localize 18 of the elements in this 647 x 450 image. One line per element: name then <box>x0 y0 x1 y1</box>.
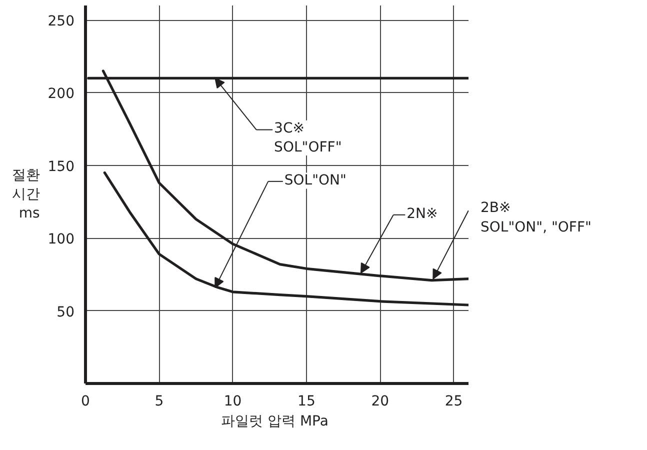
x-tick-label: 0 <box>81 394 90 410</box>
x-tick-label: 10 <box>224 394 242 410</box>
y-tick-label: 150 <box>48 158 75 175</box>
x-tick-label: 15 <box>298 394 316 410</box>
annotation: 3C※ SOL"OFF" <box>274 120 342 156</box>
line-series <box>103 171 468 306</box>
y-tick-label: 50 <box>56 304 75 320</box>
annotation: SOL"ON" <box>284 172 346 189</box>
x-axis-title: 파일럿 압력 MPa <box>221 414 328 430</box>
y-tick-label: 250 <box>48 14 75 30</box>
annotation: 2N※ <box>406 206 438 222</box>
x-tick-label: 5 <box>154 394 164 410</box>
y-tick-label: 200 <box>48 86 75 102</box>
y-axis-title: 절환 시간 ms <box>12 167 40 222</box>
x-tick-label: 25 <box>444 394 463 410</box>
annotation: 2B※ SOL"ON", "OFF" <box>480 200 592 236</box>
x-tick-label: 20 <box>371 394 390 410</box>
y-tick-label: 100 <box>48 232 75 248</box>
